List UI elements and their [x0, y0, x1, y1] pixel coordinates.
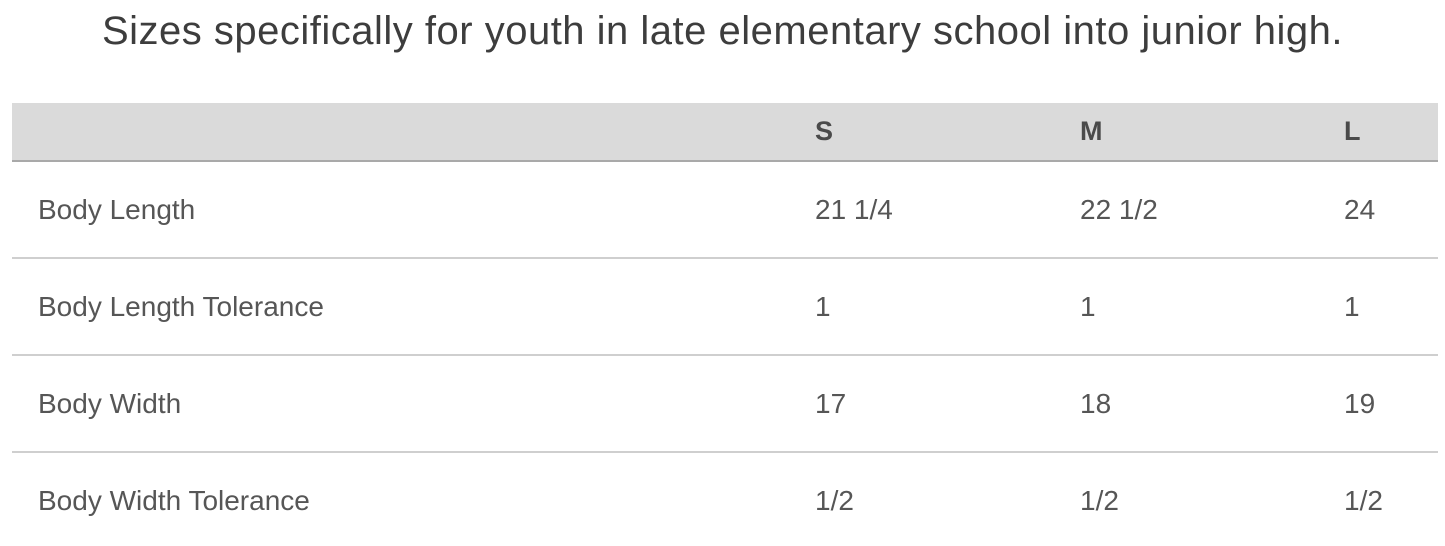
cell-value-s: 1/2: [815, 485, 854, 516]
cell-value-l: 1: [1318, 258, 1438, 356]
table-header: S M L: [12, 103, 1438, 162]
table-row-body-width: Body Width 17 18 19: [12, 355, 1438, 453]
table-row-body-width-tolerance: Body Width Tolerance 1/2 1/2 1/2: [12, 452, 1438, 546]
cell-value-m: 1: [1054, 258, 1318, 356]
cell-value-s: 17: [789, 355, 1054, 453]
cell-value-s: 21 1/4: [789, 161, 1054, 259]
table-row-body-length: Body Length 21 1/4 22 1/2 24: [12, 161, 1438, 259]
cell-value-m: 18: [1054, 355, 1318, 453]
size-chart-table: S M L Body Length 21 1/4 22 1/2 24 Body …: [12, 103, 1438, 546]
cell-value-l: 1/2: [1344, 485, 1383, 516]
table-row-body-length-tolerance: Body Length Tolerance 1 1 1: [12, 258, 1438, 356]
cell-value-m: 22 1/2: [1054, 161, 1318, 259]
column-header-blank: [12, 103, 789, 162]
column-header-l: L: [1318, 103, 1438, 162]
row-label: Body Width Tolerance: [38, 485, 310, 516]
cell-value-s: 1: [789, 258, 1054, 356]
cell-value-l: 24: [1318, 161, 1438, 259]
row-label: Body Length Tolerance: [12, 258, 789, 356]
table-body: Body Length 21 1/4 22 1/2 24 Body Length…: [12, 161, 1438, 546]
cell-value-m: 1/2: [1080, 485, 1119, 516]
column-header-s: S: [789, 103, 1054, 162]
row-label: Body Width: [12, 355, 789, 453]
page-caption: Sizes specifically for youth in late ele…: [101, 9, 1344, 53]
row-label: Body Length: [12, 161, 789, 259]
cell-value-l: 19: [1318, 355, 1438, 453]
header-row: S M L: [12, 103, 1438, 162]
column-header-m: M: [1054, 103, 1318, 162]
